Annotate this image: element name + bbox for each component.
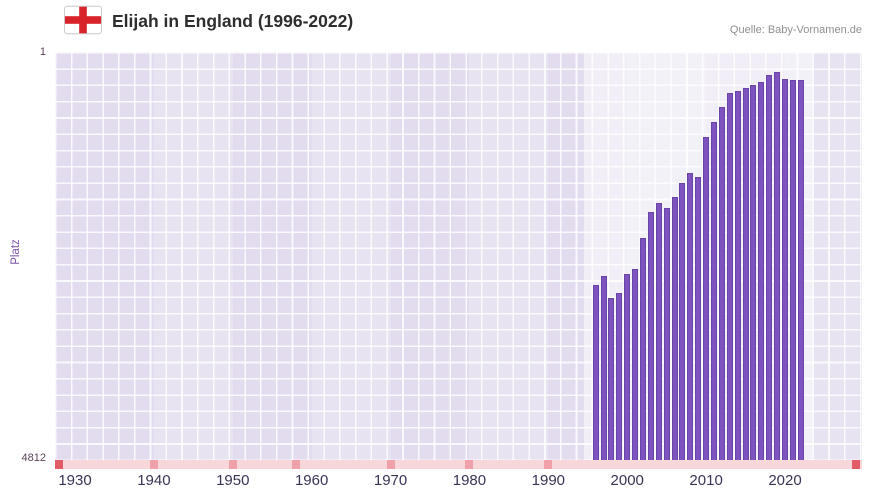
rank-bar-2001 (632, 269, 639, 460)
rank-bar-2021 (789, 79, 796, 460)
y-axis-label: Platz (10, 239, 22, 265)
rank-bar-2014 (734, 90, 741, 460)
x-tick-label: 1970 (373, 472, 408, 489)
rank-bar-2005 (663, 207, 670, 460)
rank-bar-2002 (640, 237, 646, 460)
rank-bar-2013 (726, 92, 733, 460)
rank-bar-2000 (624, 274, 631, 460)
x-tick-labels: 1930 1940 1950 1960 1970 1980 1990 2000 2010 2020 (55, 472, 862, 492)
rank-bar-1998 (608, 298, 615, 460)
x-tick-label: 1980 (452, 472, 487, 489)
x-tick-label: 1930 (58, 472, 92, 489)
axis-strip-mark (291, 460, 300, 469)
rank-bar-2012 (718, 107, 725, 460)
rank-bar-2003 (647, 212, 654, 460)
axis-strip-mark (852, 460, 860, 469)
rank-bar-2019 (774, 72, 781, 460)
rank-bar-2006 (671, 197, 678, 460)
england-flag-icon (64, 5, 102, 35)
x-tick-label: 1950 (216, 472, 250, 489)
rank-bar-2008 (687, 172, 694, 460)
x-axis-strip (55, 460, 862, 469)
x-tick-label: 2000 (610, 472, 644, 489)
y-tick-bottom: 4812 (21, 452, 46, 464)
axis-strip-mark (149, 460, 158, 469)
rank-bar-1997 (600, 275, 607, 460)
x-tick-label: 1960 (294, 472, 329, 489)
rank-bar-2018 (766, 74, 773, 460)
y-tick-top: 1 (39, 46, 46, 58)
source-credit: Quelle: Baby-Vornamen.de (729, 24, 862, 36)
rank-bar-2009 (695, 177, 702, 460)
rank-bar-2004 (655, 202, 662, 460)
rank-bar-2015 (742, 87, 749, 460)
rank-bar-2022 (797, 79, 804, 460)
axis-strip-mark (55, 460, 64, 469)
rank-bar-1996 (592, 285, 599, 460)
x-tick-label: 1990 (531, 472, 566, 489)
flag-cross-horizontal (64, 16, 102, 24)
rank-bar-2017 (758, 82, 765, 460)
bars-layer (55, 52, 862, 460)
plot-area (55, 52, 862, 460)
axis-strip-mark (465, 460, 474, 469)
rank-bar-2016 (750, 85, 757, 460)
axis-strip-mark (544, 460, 553, 469)
rank-bar-2010 (703, 137, 710, 460)
rank-bar-2011 (711, 122, 717, 460)
rank-bar-2007 (679, 182, 686, 460)
rank-bar-2020 (782, 79, 788, 460)
x-tick-label: 1940 (137, 472, 171, 489)
x-tick-label: 2010 (689, 472, 723, 489)
x-tick-label: 2020 (768, 472, 802, 489)
axis-strip-mark (386, 460, 395, 469)
axis-strip-mark (228, 460, 237, 469)
chart-title: Elijah in England (1996-2022) (112, 11, 354, 31)
rank-bar-1999 (616, 292, 623, 460)
